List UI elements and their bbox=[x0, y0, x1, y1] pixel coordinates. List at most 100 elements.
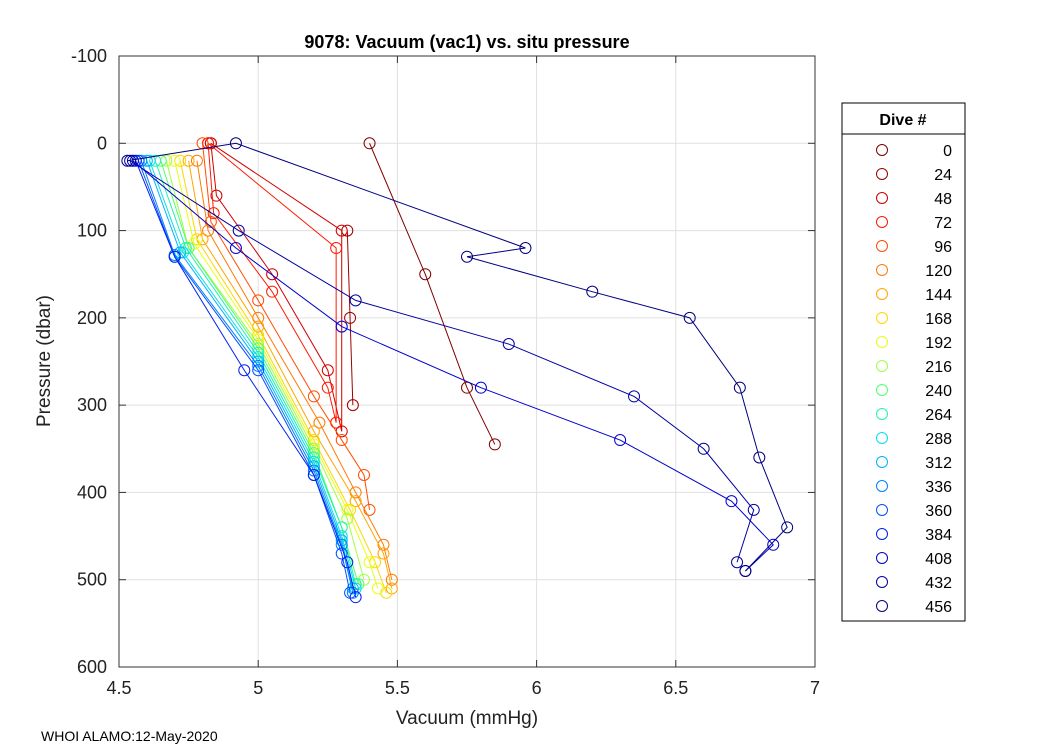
legend-entries: 0 24 48 72 96 120 144 168 192 216 240 264 288 312 336 3… bbox=[876, 143, 952, 616]
data-point bbox=[168, 250, 181, 263]
data-point bbox=[190, 154, 203, 167]
legend-label: 144 bbox=[925, 287, 952, 304]
legend-label: 0 bbox=[943, 143, 952, 160]
data-point bbox=[335, 434, 348, 447]
data-point bbox=[313, 416, 326, 429]
legend-marker bbox=[876, 480, 888, 492]
data-point bbox=[335, 224, 348, 237]
legend-label: 24 bbox=[934, 167, 952, 184]
legend-label: 168 bbox=[925, 311, 952, 328]
data-point bbox=[683, 311, 696, 324]
x-tick-label: 5 bbox=[253, 678, 263, 698]
y-tick-label: 300 bbox=[77, 395, 107, 415]
legend-label: 312 bbox=[925, 455, 952, 472]
y-tick-label: 400 bbox=[77, 482, 107, 502]
legend: Dive # 0 24 48 72 96 120 144 168 192 216 240 264 288… bbox=[841, 102, 966, 622]
plot-area bbox=[119, 56, 815, 667]
data-point bbox=[349, 495, 362, 508]
data-point bbox=[252, 364, 265, 377]
data-point bbox=[252, 351, 265, 364]
legend-marker bbox=[876, 168, 888, 180]
data-point bbox=[502, 338, 515, 351]
data-point bbox=[307, 425, 320, 438]
series-dive-456 bbox=[121, 137, 794, 577]
data-point bbox=[229, 242, 242, 255]
legend-label: 456 bbox=[925, 599, 952, 616]
series-dive-384 bbox=[129, 154, 362, 604]
plot-frame bbox=[118, 55, 816, 668]
series-line bbox=[369, 143, 496, 445]
y-tick-label: -100 bbox=[71, 46, 107, 66]
legend-marker bbox=[876, 600, 888, 612]
y-tick-label: 500 bbox=[77, 570, 107, 590]
data-point bbox=[252, 329, 265, 342]
data-point bbox=[341, 556, 354, 569]
data-point bbox=[363, 137, 376, 150]
data-point bbox=[519, 242, 532, 255]
series-line bbox=[132, 160, 774, 572]
data-point bbox=[419, 268, 432, 281]
legend-marker bbox=[876, 360, 888, 372]
legend-label: 432 bbox=[925, 575, 952, 592]
x-tick-label: 7 bbox=[810, 678, 820, 698]
legend-marker bbox=[876, 408, 888, 420]
data-point bbox=[232, 224, 245, 237]
data-point bbox=[266, 268, 279, 281]
data-point bbox=[307, 434, 320, 447]
legend-marker bbox=[876, 384, 888, 396]
data-point bbox=[767, 538, 780, 551]
data-point bbox=[204, 137, 217, 150]
legend-label: 240 bbox=[925, 383, 952, 400]
series-line bbox=[346, 230, 354, 406]
series-line bbox=[174, 160, 379, 589]
y-axis-label: Pressure (dbar) bbox=[34, 295, 55, 427]
chart-title: 9078: Vacuum (vac1) vs. situ pressure bbox=[304, 32, 629, 52]
data-point bbox=[341, 512, 354, 525]
data-point bbox=[321, 381, 334, 394]
data-point bbox=[385, 573, 398, 586]
legend-label: 264 bbox=[925, 407, 952, 424]
data-point bbox=[124, 154, 137, 167]
x-axis-label: Vacuum (mmHg) bbox=[396, 708, 538, 729]
data-point bbox=[349, 294, 362, 307]
data-point bbox=[229, 137, 242, 150]
data-point bbox=[252, 294, 265, 307]
data-series bbox=[121, 137, 794, 604]
legend-marker bbox=[876, 312, 888, 324]
legend-marker bbox=[876, 240, 888, 252]
data-point bbox=[474, 381, 487, 394]
series-dive-432 bbox=[124, 154, 760, 569]
data-point bbox=[252, 342, 265, 355]
data-point bbox=[335, 320, 348, 333]
series-line bbox=[127, 142, 788, 572]
legend-box bbox=[841, 102, 966, 622]
legend-marker bbox=[876, 528, 888, 540]
data-point bbox=[753, 451, 766, 464]
series-line bbox=[207, 142, 337, 423]
series-line bbox=[202, 143, 371, 510]
legend-marker bbox=[876, 144, 888, 156]
data-point bbox=[335, 521, 348, 534]
legend-label: 72 bbox=[934, 215, 952, 232]
legend-marker bbox=[876, 264, 888, 276]
data-point bbox=[371, 582, 384, 595]
legend-marker bbox=[876, 456, 888, 468]
data-point bbox=[461, 381, 473, 394]
data-point bbox=[349, 591, 362, 604]
axis-ticks: 4.5 5 5.5 6 6.5 7 -100 0 100 200 300 400 500 600 bbox=[71, 46, 820, 698]
legend-marker bbox=[876, 432, 888, 444]
legend-label: 120 bbox=[925, 263, 952, 280]
data-point bbox=[238, 364, 251, 377]
data-point bbox=[207, 207, 220, 220]
y-tick-label: 0 bbox=[97, 133, 107, 153]
legend-marker bbox=[876, 336, 888, 348]
data-point bbox=[210, 189, 223, 202]
data-point bbox=[488, 438, 501, 451]
data-point bbox=[747, 503, 760, 516]
y-tick-label: 600 bbox=[77, 657, 107, 677]
series-line bbox=[129, 160, 755, 563]
data-point bbox=[363, 503, 376, 516]
series-line bbox=[196, 160, 393, 580]
legend-marker bbox=[876, 216, 888, 228]
